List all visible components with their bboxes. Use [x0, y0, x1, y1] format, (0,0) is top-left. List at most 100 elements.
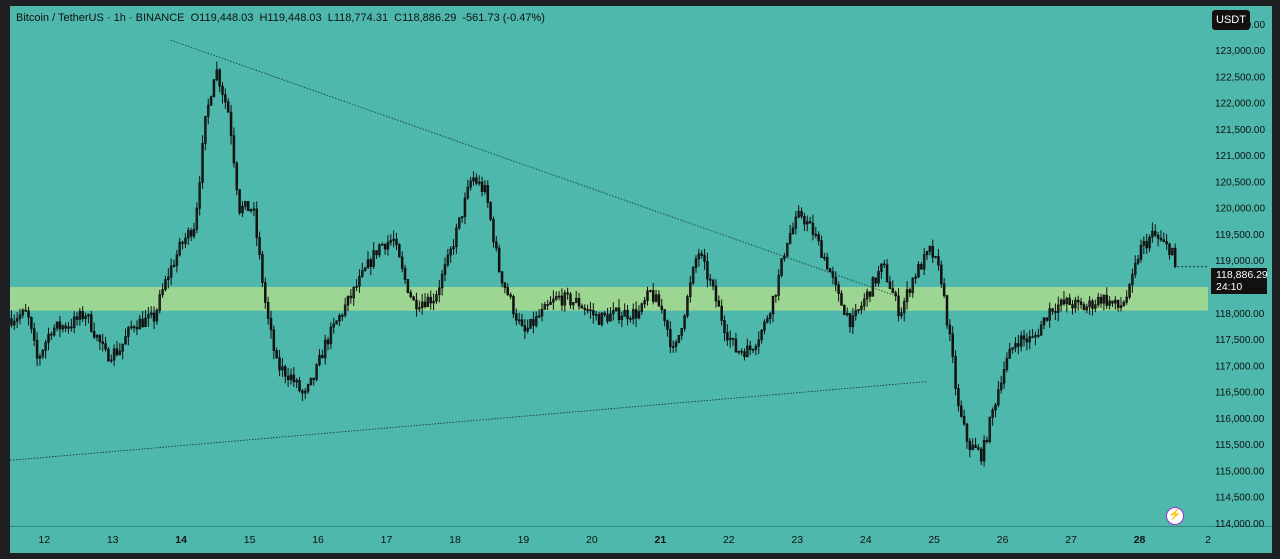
candle-body	[1065, 297, 1069, 305]
time-axis[interactable]	[10, 526, 1272, 553]
candle-body	[1068, 297, 1071, 305]
candle-body	[95, 334, 99, 338]
candle-body	[224, 94, 227, 103]
x-tick-label: 21	[654, 534, 666, 546]
candle-body	[1076, 299, 1080, 303]
candle-body	[420, 301, 424, 309]
candle-body	[338, 315, 341, 322]
candle-body	[1096, 296, 1100, 306]
symbol-legend[interactable]: Bitcoin / TetherUS · 1h · BINANCE O119,4…	[16, 12, 548, 24]
candle-body	[21, 309, 25, 316]
candle-body	[1079, 301, 1083, 306]
candle-body	[58, 321, 62, 330]
candle-body	[714, 285, 718, 302]
candle-body	[606, 314, 609, 322]
candle-body	[1094, 304, 1097, 309]
candle-body	[264, 282, 267, 303]
candle-body	[78, 311, 82, 320]
candle-body	[957, 388, 960, 407]
candle-body	[375, 250, 378, 256]
candle-body	[1091, 300, 1094, 309]
candle-body	[914, 276, 917, 279]
candle-body	[443, 264, 447, 275]
candle-body	[905, 289, 909, 302]
candle-body	[101, 341, 104, 345]
candle-body	[820, 240, 823, 258]
candle-body	[960, 405, 963, 417]
candle-body	[1045, 317, 1049, 321]
candle-body	[1116, 299, 1120, 308]
y-tick-label: 117,500.00	[1215, 335, 1265, 346]
x-tick-label: 17	[381, 534, 393, 546]
candle-body	[255, 208, 258, 238]
candle-body	[241, 205, 244, 214]
candle-body	[212, 79, 216, 98]
currency-button[interactable]: USDT	[1212, 10, 1250, 30]
candle-body	[321, 354, 324, 359]
candle-body	[988, 416, 992, 442]
candle-body	[201, 143, 204, 184]
candle-body	[977, 447, 980, 450]
candle-body	[931, 246, 935, 258]
candle-body	[343, 304, 347, 316]
candle-body	[825, 256, 829, 270]
plot-area[interactable]	[10, 6, 1208, 526]
last-price-value: 118,886.29	[1216, 269, 1268, 281]
candle-body	[503, 282, 507, 288]
candle-body	[1131, 273, 1134, 285]
candle-body	[286, 375, 290, 381]
candle-body	[1099, 296, 1103, 304]
candle-body	[583, 307, 587, 310]
candle-body	[572, 302, 575, 306]
candle-body	[192, 228, 196, 237]
candle-body	[945, 295, 949, 326]
candle-body	[634, 309, 638, 319]
lightning-bolt-icon[interactable]: ⚡	[1166, 507, 1184, 525]
candle-body	[92, 330, 96, 338]
candle-body	[283, 366, 287, 377]
candle-body	[70, 326, 73, 329]
candle-body	[1159, 237, 1163, 241]
candle-body	[703, 254, 706, 262]
candle-body	[475, 177, 478, 184]
candle-body	[161, 289, 164, 296]
candle-body	[281, 366, 284, 371]
candle-body	[129, 326, 133, 329]
candle-body	[928, 246, 932, 252]
candle-body	[238, 189, 241, 214]
candle-body	[383, 243, 387, 250]
y-tick-label: 120,000.00	[1215, 204, 1265, 215]
candle-body	[857, 309, 860, 311]
y-tick-label: 115,000.00	[1215, 466, 1265, 477]
candle-body	[669, 328, 672, 348]
x-tick-label: 18	[449, 534, 461, 546]
x-tick-label: 25	[928, 534, 940, 546]
candle-body	[455, 227, 458, 248]
candle-body	[786, 242, 789, 257]
candle-body	[127, 327, 130, 338]
candle-body	[920, 264, 923, 270]
candle-body	[440, 273, 444, 289]
candle-body	[962, 415, 966, 425]
candle-body	[155, 309, 159, 322]
candle-body	[865, 291, 869, 300]
price-zone	[10, 287, 1208, 311]
candle-body	[891, 288, 895, 294]
candle-body	[215, 69, 219, 81]
candle-body	[754, 345, 758, 350]
candle-body	[246, 201, 250, 212]
candle-body	[380, 243, 384, 246]
candle-body	[435, 294, 438, 302]
candle-body	[258, 237, 261, 255]
candle-body	[50, 333, 53, 336]
candle-body	[466, 186, 470, 199]
candle-body	[535, 316, 538, 326]
candle-body	[894, 292, 897, 297]
candle-body	[1108, 300, 1111, 306]
candle-body	[1165, 241, 1168, 245]
y-tick-label: 123,000.00	[1215, 46, 1265, 57]
price-axis[interactable]	[1208, 6, 1272, 526]
candle-body	[355, 285, 358, 288]
trendline-ascending	[9, 381, 928, 461]
candle-body	[1039, 324, 1043, 336]
